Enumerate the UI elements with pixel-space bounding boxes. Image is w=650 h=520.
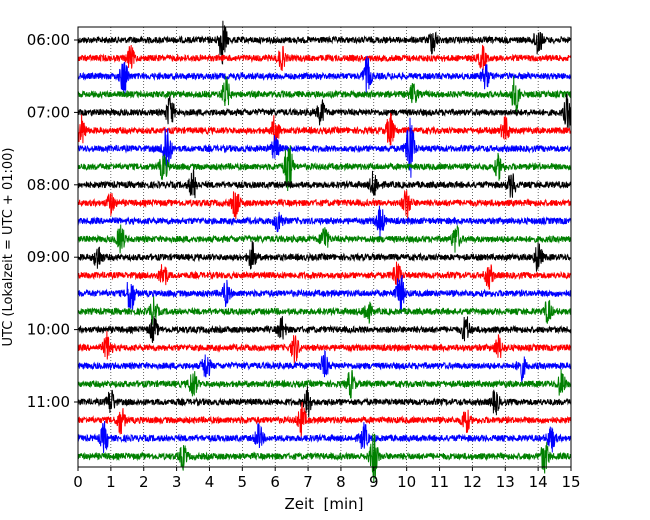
x-tick-label-3: 3 xyxy=(172,473,182,491)
x-tick-label-2: 2 xyxy=(139,473,149,491)
trace-0600 xyxy=(77,20,572,65)
x-tick-label-6: 6 xyxy=(270,473,280,491)
trace-0915 xyxy=(77,261,572,290)
x-tick-label-15: 15 xyxy=(561,473,580,491)
plot-frame xyxy=(77,26,572,468)
trace-0700 xyxy=(77,93,572,130)
trace-0930 xyxy=(77,274,572,314)
x-tick-label-10: 10 xyxy=(397,473,416,491)
trace-1115 xyxy=(77,401,572,439)
trace-0900 xyxy=(77,240,572,272)
x-axis-ticks: 0 1 2 3 4 5 6 7 8 9 10 11 12 13 14 15 xyxy=(73,467,581,491)
trace-0845 xyxy=(77,224,572,254)
trace-0800 xyxy=(77,169,572,199)
trace-1015 xyxy=(77,330,572,364)
trace-0645 xyxy=(77,75,572,114)
seismogram-traces xyxy=(77,20,572,483)
trace-1030 xyxy=(77,349,572,383)
y-axis-label: UTC (Lokalzeit = UTC + 01:00) xyxy=(1,148,16,347)
x-tick-label-7: 7 xyxy=(303,473,313,491)
x-axis-label: Zeit [min] xyxy=(284,495,363,513)
x-tick-label-0: 0 xyxy=(73,473,83,491)
trace-1045 xyxy=(77,368,572,399)
x-tick-label-13: 13 xyxy=(496,473,515,491)
x-tick-label-5: 5 xyxy=(238,473,248,491)
x-tick-label-8: 8 xyxy=(336,473,346,491)
x-tick-label-14: 14 xyxy=(529,473,548,491)
x-tick-label-12: 12 xyxy=(463,473,482,491)
trace-0745 xyxy=(77,145,572,192)
trace-0730 xyxy=(77,117,572,178)
trace-0715 xyxy=(77,112,572,148)
x-tick-label-9: 9 xyxy=(369,473,379,491)
x-tick-label-11: 11 xyxy=(430,473,449,491)
y-axis-ticks: 06:00 07:00 08:00 09:00 10:00 11:00 xyxy=(27,31,78,411)
trace-0945 xyxy=(77,296,572,326)
x-tick-label-1: 1 xyxy=(106,473,116,491)
y-tick-label-0800: 08:00 xyxy=(27,176,70,194)
y-tick-label-1000: 10:00 xyxy=(27,321,70,339)
trace-1130 xyxy=(77,420,572,454)
y-tick-label-0600: 06:00 xyxy=(27,31,70,49)
y-tick-label-1100: 11:00 xyxy=(27,393,70,411)
x-tick-label-4: 4 xyxy=(205,473,215,491)
y-tick-label-0700: 07:00 xyxy=(27,103,70,121)
trace-0830 xyxy=(77,205,572,238)
trace-0615 xyxy=(77,44,572,72)
trace-1000 xyxy=(77,316,572,344)
trace-1145 xyxy=(77,433,572,483)
trace-0815 xyxy=(77,189,572,220)
trace-0630 xyxy=(77,55,572,96)
y-tick-label-0900: 09:00 xyxy=(27,248,70,266)
trace-1100 xyxy=(77,386,572,418)
